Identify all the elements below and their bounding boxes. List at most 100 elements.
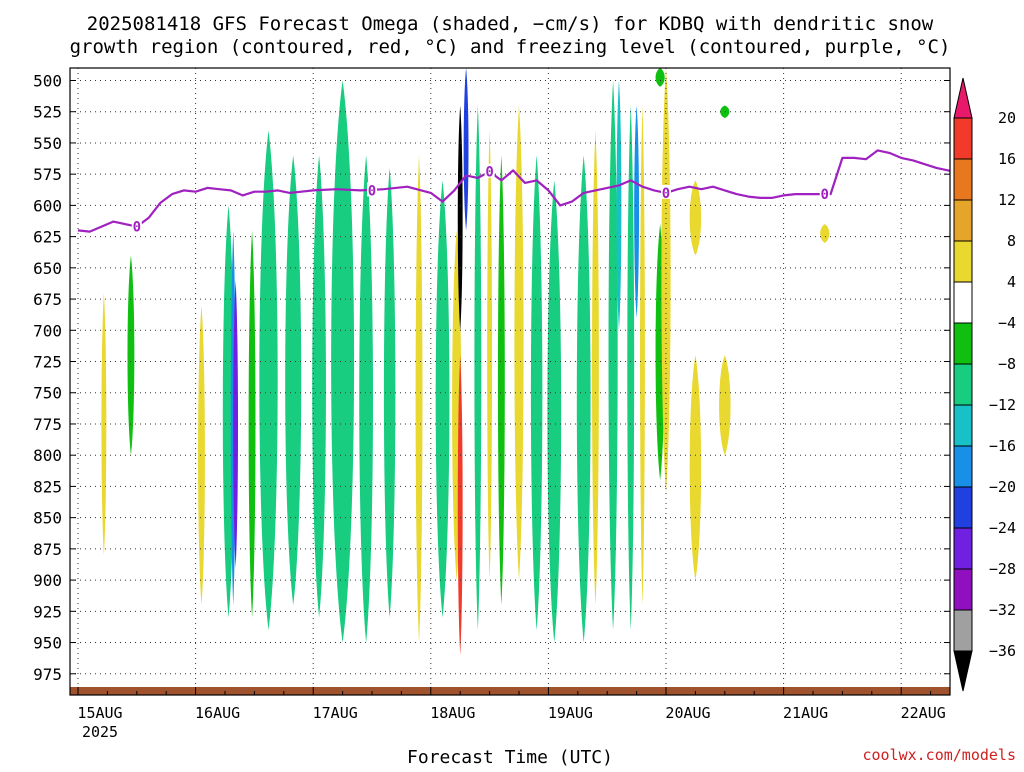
colorbar: 20 16 12 8 4 −4 −8 −12 −16 −20 −24 −28 −32 −36 xyxy=(953,77,1016,692)
colorbar-swatch xyxy=(953,609,973,652)
freezing-level-layer: 0 0 0 0 0 xyxy=(77,149,950,236)
y-tick-label: 575 xyxy=(33,165,62,184)
omega-band xyxy=(530,155,543,631)
y-tick-label: 750 xyxy=(33,384,62,403)
y-tick-label: 550 xyxy=(33,134,62,153)
y-tick-label: 500 xyxy=(33,71,62,90)
omega-band xyxy=(457,105,463,331)
omega-band xyxy=(127,255,135,456)
colorbar-label: −32 xyxy=(989,601,1016,619)
colorbar-swatch xyxy=(953,568,973,611)
y-tick-label: 900 xyxy=(33,571,62,590)
omega-band xyxy=(435,180,450,618)
x-tick-label: 19AUG xyxy=(548,704,593,722)
colorbar-swatch xyxy=(953,445,973,488)
y-tick-label: 700 xyxy=(33,321,62,340)
omega-band xyxy=(101,292,107,556)
colorbar-label: −12 xyxy=(989,396,1016,414)
omega-band xyxy=(248,230,256,618)
omega-band xyxy=(592,130,599,606)
x-year-label: 2025 xyxy=(82,723,118,741)
freezing-level-contour-label: 0 xyxy=(485,165,493,181)
colorbar-label: −28 xyxy=(989,560,1016,578)
omega-band xyxy=(514,105,524,581)
omega-band xyxy=(383,167,396,618)
contour-label-bg xyxy=(367,182,377,197)
x-tick-label: 18AUG xyxy=(430,704,475,722)
colorbar-label: 4 xyxy=(1007,273,1016,291)
freezing-level-line xyxy=(77,149,950,233)
omega-band xyxy=(285,155,302,606)
credit-link[interactable]: coolwx.com/models xyxy=(862,746,1016,764)
y-tick-label: 725 xyxy=(33,353,62,372)
omega-band xyxy=(634,105,640,318)
contour-label-bg xyxy=(131,218,142,233)
omega-band xyxy=(547,180,562,643)
colorbar-swatch xyxy=(953,199,973,242)
omega-band xyxy=(259,130,278,631)
colorbar-label: −4 xyxy=(998,314,1016,332)
colorbar-swatch xyxy=(953,322,973,365)
contour-label-bg xyxy=(819,186,830,201)
colorbar-swatch xyxy=(953,404,973,447)
x-axis: 15AUG 16AUG 17AUG 18AUG 19AUG 20AUG 21AUG 22AUG xyxy=(77,687,946,722)
y-tick-label: 775 xyxy=(33,415,62,434)
freezing-level-contour-label: 0 xyxy=(133,220,141,236)
omega-band xyxy=(576,155,591,643)
freezing-level-contour-label: 0 xyxy=(368,183,376,199)
omega-band xyxy=(474,105,482,631)
contour-label-bg xyxy=(484,163,495,178)
omega-band xyxy=(820,224,830,243)
colorbar-bottom-arrow xyxy=(953,650,973,692)
omega-band xyxy=(198,305,205,606)
omega-band xyxy=(689,355,702,581)
colorbar-swatch xyxy=(953,117,973,160)
surface-terrain xyxy=(70,687,950,695)
title-line-2: growth region (contoured, red, °C) and f… xyxy=(70,36,951,58)
omega-band xyxy=(463,68,469,231)
omega-band xyxy=(720,105,730,118)
x-tick-label: 17AUG xyxy=(313,704,358,722)
y-axis: 500 525 550 575 600 625 650 675 700 725 750 775 800 8… xyxy=(33,71,950,684)
colorbar-label: −20 xyxy=(989,478,1016,496)
colorbar-label: 8 xyxy=(1007,232,1016,250)
y-tick-label: 650 xyxy=(33,259,62,278)
colorbar-swatch xyxy=(953,158,973,201)
colorbar-swatch xyxy=(953,281,973,324)
y-tick-label: 925 xyxy=(33,602,62,621)
omega-band xyxy=(359,155,373,643)
x-tick-label: 21AUG xyxy=(783,704,828,722)
colorbar-label: 16 xyxy=(998,150,1016,168)
y-tick-label: 850 xyxy=(33,509,62,528)
y-tick-label: 825 xyxy=(33,477,62,496)
y-tick-label: 525 xyxy=(33,103,62,122)
y-tick-label: 600 xyxy=(33,196,62,215)
x-axis-title: Forecast Time (UTC) xyxy=(407,747,613,768)
colorbar-label: −36 xyxy=(989,642,1016,660)
omega-band xyxy=(608,80,618,631)
y-tick-label: 875 xyxy=(33,540,62,559)
grid-lines xyxy=(70,68,950,695)
omega-band xyxy=(497,155,505,606)
omega-band xyxy=(487,130,493,581)
freezing-level-contour-label: 0 xyxy=(821,187,829,203)
omega-band xyxy=(312,155,326,618)
x-tick-label: 20AUG xyxy=(665,704,710,722)
title-line-1: 2025081418 GFS Forecast Omega (shaded, −… xyxy=(87,13,934,35)
y-tick-label: 950 xyxy=(33,634,62,653)
omega-band xyxy=(331,80,355,643)
x-tick-label: 22AUG xyxy=(901,704,946,722)
freezing-level-contour-label: 0 xyxy=(662,186,670,202)
y-tick-label: 625 xyxy=(33,228,62,247)
x-tick-label: 16AUG xyxy=(195,704,240,722)
colorbar-label: 12 xyxy=(998,191,1016,209)
omega-band xyxy=(415,155,423,643)
colorbar-label: −16 xyxy=(989,437,1016,455)
x-tick-label: 15AUG xyxy=(77,704,122,722)
omega-band xyxy=(627,105,635,631)
omega-shading xyxy=(101,68,830,656)
colorbar-top-arrow xyxy=(953,77,973,119)
y-tick-label: 675 xyxy=(33,290,62,309)
omega-band xyxy=(457,355,463,656)
